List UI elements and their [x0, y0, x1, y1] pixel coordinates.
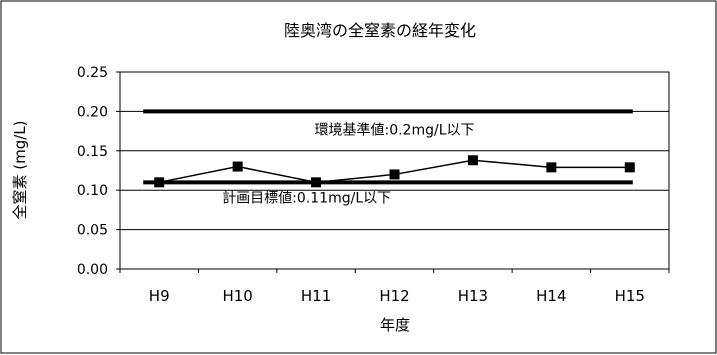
- data-point: [311, 177, 322, 188]
- chart-title: 陸奥湾の全窒素の経年変化: [284, 21, 476, 40]
- x-axis-label: 年度: [380, 316, 410, 334]
- x-tick-label: H13: [458, 287, 488, 305]
- x-tick-label: H9: [149, 287, 170, 305]
- series-layer: [154, 155, 635, 188]
- x-tick-label: H15: [615, 287, 645, 305]
- plot-area: [119, 71, 670, 270]
- tick-labels: 0.00 0.05 0.10 0.15 0.20 0.25 H9 H10 H11 H12 H13 H1…: [77, 65, 645, 305]
- data-point: [154, 177, 165, 188]
- data-point: [232, 161, 243, 172]
- x-tick-label: H14: [536, 287, 566, 305]
- x-tick-label: H10: [222, 287, 252, 305]
- y-tick-label: 0.05: [77, 223, 108, 239]
- axis-ticks: [116, 71, 670, 273]
- y-tick-label: 0.25: [77, 65, 108, 81]
- x-tick-label: H12: [379, 287, 409, 305]
- y-axis-label: 全窒素 (mg/L): [11, 120, 29, 219]
- y-tick-label: 0.20: [77, 104, 108, 120]
- reference-line-label: 環境基準値:0.2mg/L以下: [314, 121, 474, 138]
- y-tick-label: 0.10: [77, 183, 108, 199]
- reference-line-label: 計画目標値:0.11mg/L以下: [222, 190, 391, 206]
- y-tick-label: 0.00: [77, 262, 108, 278]
- x-tick-label: H11: [301, 287, 331, 305]
- y-tick-label: 0.15: [77, 144, 108, 160]
- data-point: [467, 155, 478, 166]
- data-point: [624, 162, 635, 173]
- data-point: [389, 169, 400, 180]
- data-point: [546, 162, 557, 173]
